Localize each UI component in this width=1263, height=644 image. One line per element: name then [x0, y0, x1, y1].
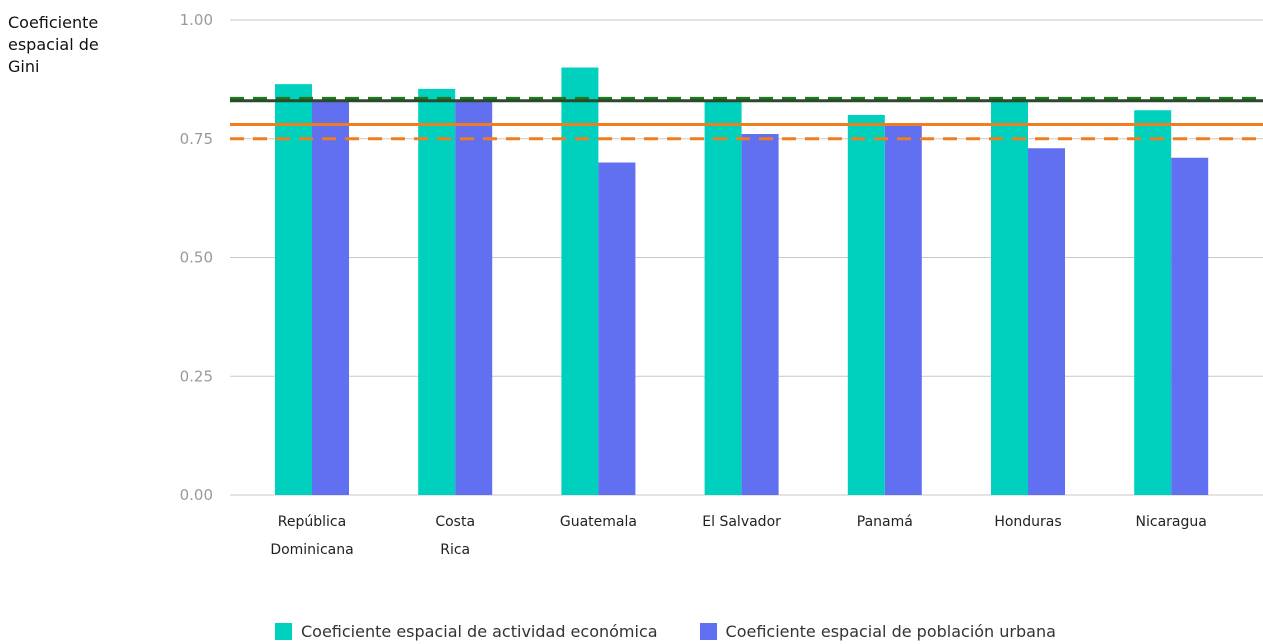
- y-tick-label: 0.00: [180, 486, 213, 504]
- legend-swatch-urban-population: [699, 623, 717, 640]
- bar-economic-activity: [418, 88, 456, 495]
- x-tick-label: Panamá: [857, 514, 913, 530]
- bar-economic-activity: [991, 100, 1028, 495]
- bar-urban-population: [455, 100, 493, 495]
- y-axis-label: Coeficiente espacial de Gini: [8, 13, 99, 76]
- y-tick-label: 1.00: [180, 11, 213, 29]
- bar-economic-activity: [847, 115, 885, 495]
- y-tick-label: 0.50: [180, 249, 213, 267]
- bar-urban-population: [1171, 157, 1209, 495]
- y-tick-label: 0.75: [180, 130, 213, 148]
- x-tick-label: Rica: [440, 542, 470, 558]
- bar-economic-activity: [561, 67, 599, 495]
- legend-label-urban-population: Coeficiente espacial de población urbana: [725, 622, 1056, 641]
- x-tick-label: Costa: [435, 514, 475, 530]
- bar-urban-population: [598, 162, 636, 495]
- x-tick-label: Guatemala: [560, 514, 637, 530]
- legend-swatch-economic-activity: [275, 623, 292, 640]
- bar-economic-activity: [275, 84, 312, 495]
- bar-chart: 0.00 0.25 0.50 0.75 1.00 República Dominicana C…: [180, 11, 1263, 558]
- bar-economic-activity: [1134, 110, 1172, 495]
- legend-item-economic-activity: Coeficiente espacial de actividad económ…: [275, 622, 658, 641]
- legend-item-urban-population: Coeficiente espacial de población urbana: [699, 622, 1056, 641]
- bar-urban-population: [741, 134, 779, 495]
- bar-urban-population: [312, 100, 349, 495]
- x-tick-label: República: [278, 514, 346, 530]
- x-tick-label: Nicaragua: [1136, 514, 1207, 530]
- x-tick-label: Dominicana: [270, 542, 353, 558]
- x-tick-label: El Salvador: [702, 514, 781, 530]
- bar-urban-population: [1028, 148, 1065, 495]
- bar-urban-population: [884, 124, 922, 495]
- y-tick-label: 0.25: [180, 367, 213, 385]
- bar-economic-activity: [704, 100, 742, 495]
- x-tick-label: Honduras: [994, 514, 1061, 530]
- legend: Coeficiente espacial de actividad económ…: [275, 622, 1056, 641]
- legend-label-economic-activity: Coeficiente espacial de actividad económ…: [301, 622, 658, 641]
